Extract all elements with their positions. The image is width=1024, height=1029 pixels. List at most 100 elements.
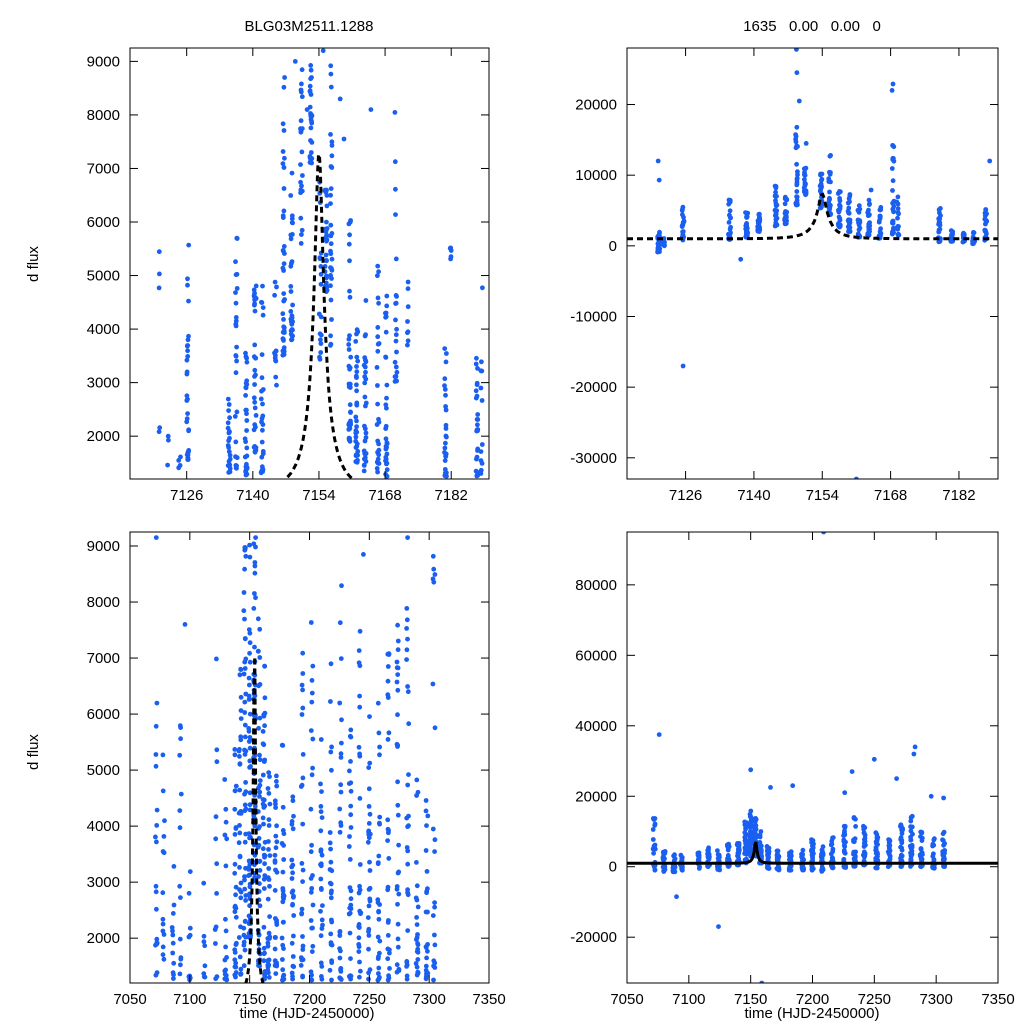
data-point <box>475 366 480 371</box>
data-point <box>365 915 371 920</box>
data-point <box>267 936 272 941</box>
data-point <box>367 811 373 817</box>
data-point <box>765 856 771 862</box>
data-point <box>405 279 411 285</box>
data-point <box>941 863 946 869</box>
data-point <box>289 170 295 176</box>
data-point <box>362 380 368 386</box>
data-point <box>716 924 721 929</box>
data-point <box>222 832 228 838</box>
data-point <box>272 292 277 298</box>
data-point <box>308 849 314 855</box>
data-point <box>257 626 263 632</box>
data-point <box>432 904 437 910</box>
data-point <box>384 303 390 309</box>
data-point <box>288 193 294 198</box>
data-point <box>413 961 419 966</box>
data-point <box>227 462 233 468</box>
data-point <box>308 117 314 122</box>
data-point <box>289 940 295 946</box>
data-point <box>347 733 353 739</box>
data-point <box>794 70 800 76</box>
data-point <box>414 937 419 942</box>
data-point <box>298 162 303 168</box>
data-point <box>346 342 352 347</box>
data-point <box>406 823 411 829</box>
x-tick-label: 7140 <box>737 487 770 504</box>
data-point <box>242 699 248 705</box>
data-point <box>909 813 915 819</box>
data-point <box>377 752 382 758</box>
data-point <box>318 271 324 277</box>
data-point <box>272 860 278 865</box>
data-point <box>696 855 702 860</box>
data-point <box>377 938 383 944</box>
data-point <box>253 595 258 601</box>
data-point <box>160 788 166 794</box>
data-point <box>243 893 249 898</box>
data-point <box>242 877 247 883</box>
data-point <box>170 932 176 938</box>
data-point <box>479 442 485 447</box>
data-point <box>376 954 381 959</box>
data-point <box>237 672 243 678</box>
data-point <box>930 843 935 849</box>
data-point <box>405 535 410 540</box>
data-point <box>247 903 253 909</box>
data-point <box>280 161 286 167</box>
data-point <box>875 851 880 857</box>
data-point <box>238 734 244 740</box>
x-tick-label: 7050 <box>610 991 643 1008</box>
data-point <box>202 974 208 980</box>
data-point <box>246 831 252 836</box>
data-point <box>178 962 183 968</box>
data-point <box>948 228 954 234</box>
data-point <box>847 225 853 231</box>
data-point <box>376 971 381 976</box>
data-point <box>852 837 857 842</box>
data-point <box>232 964 238 970</box>
data-point <box>385 664 391 669</box>
data-point <box>376 419 382 425</box>
data-point <box>242 636 248 641</box>
data-point <box>238 971 244 977</box>
data-point <box>936 219 942 225</box>
data-point <box>356 660 362 666</box>
data-point <box>362 456 367 462</box>
data-point <box>246 873 252 878</box>
data-point <box>347 426 353 431</box>
data-point <box>375 295 381 301</box>
data-point <box>395 647 401 653</box>
data-point <box>354 459 360 465</box>
data-point <box>443 392 448 398</box>
data-point <box>273 353 278 358</box>
data-point <box>214 656 219 662</box>
data-point <box>366 804 372 809</box>
data-point <box>307 88 313 94</box>
data-point <box>356 925 362 930</box>
data-point <box>347 288 352 294</box>
data-point <box>423 967 429 973</box>
data-point <box>273 845 279 851</box>
data-point <box>802 167 808 172</box>
data-point <box>475 412 481 417</box>
data-point <box>366 926 372 932</box>
data-point <box>160 752 166 758</box>
y-tick-label: 7000 <box>87 650 120 667</box>
data-point <box>866 212 872 218</box>
data-point <box>243 553 249 559</box>
data-point <box>414 793 419 798</box>
data-point <box>841 848 847 853</box>
data-point <box>867 220 872 226</box>
data-point <box>479 398 485 403</box>
data-point <box>308 76 313 82</box>
data-point <box>353 339 359 344</box>
data-point <box>890 200 895 206</box>
data-point <box>393 300 399 306</box>
data-point <box>354 375 359 380</box>
data-point <box>346 347 352 352</box>
data-point <box>233 914 239 920</box>
data-point <box>318 781 323 787</box>
data-point <box>185 343 191 348</box>
